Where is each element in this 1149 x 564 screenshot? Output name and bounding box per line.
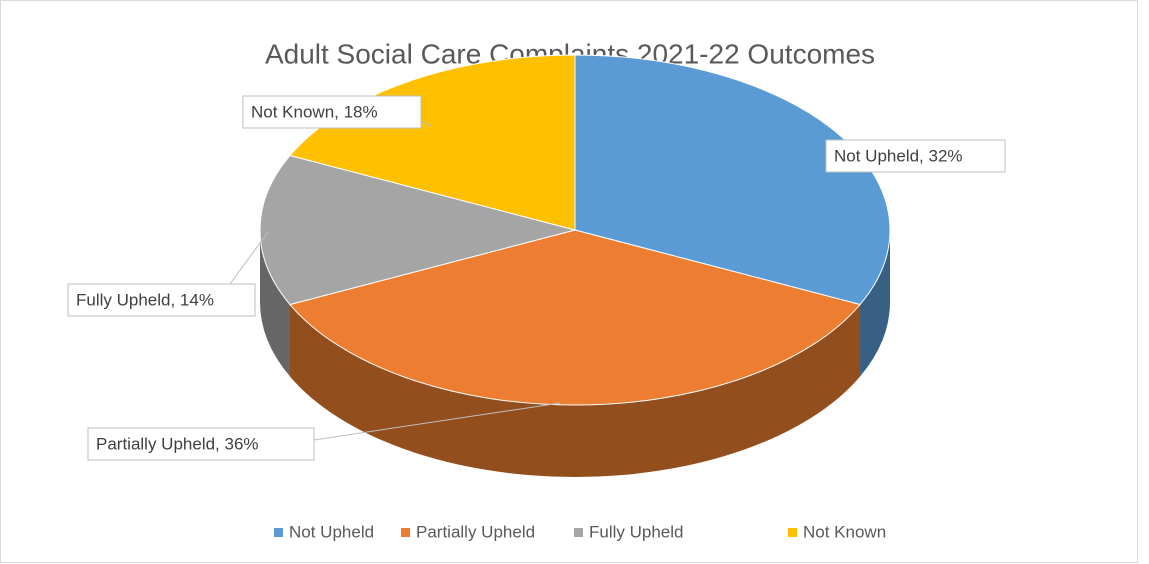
slice-side: [860, 230, 890, 377]
slice: [289, 54, 576, 231]
legend-label: Fully Upheld: [589, 522, 684, 541]
leader-line: [229, 231, 269, 285]
label-box: [67, 283, 256, 317]
data-labels: Not Upheld, 32% Partially Upheld, 36% Full…: [67, 95, 1006, 461]
pie: [259, 54, 891, 477]
slice-side: [289, 304, 861, 477]
label-box: [825, 139, 1006, 173]
leader-line: [420, 121, 433, 127]
slice: [289, 229, 861, 406]
leader-line: [313, 402, 561, 441]
legend: Not Upheld Partially Upheld Fully Upheld No…: [274, 522, 886, 541]
data-label: Partially Upheld, 36%: [96, 434, 259, 453]
legend-swatch: [574, 528, 583, 537]
legend-label: Not Upheld: [289, 522, 374, 541]
legend-label: Not Known: [803, 522, 886, 541]
data-label: Fully Upheld, 14%: [76, 290, 214, 309]
label-box: [87, 427, 315, 461]
data-label: Not Upheld, 32%: [834, 146, 963, 165]
legend-swatch: [788, 528, 797, 537]
legend-label: Partially Upheld: [416, 522, 535, 541]
slice-side: [260, 230, 290, 377]
slice: [574, 54, 891, 306]
data-label: Not Known, 18%: [251, 102, 378, 121]
legend-swatch: [401, 528, 410, 537]
legend-swatch: [274, 528, 283, 537]
slice: [259, 154, 577, 306]
label-box: [242, 95, 422, 129]
